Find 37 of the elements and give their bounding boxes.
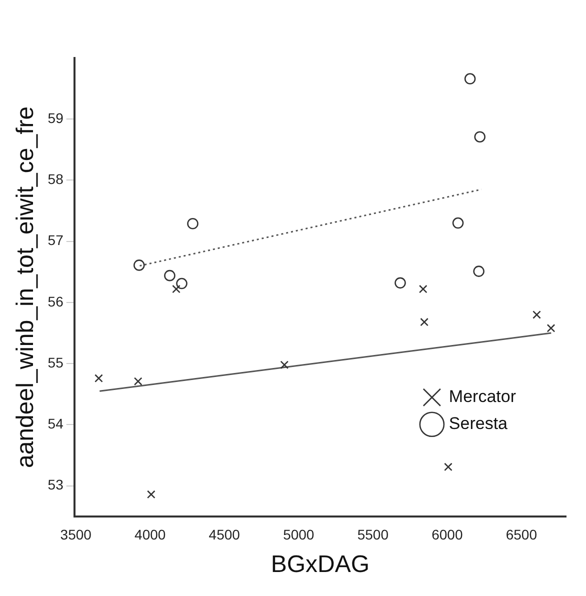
y-tick-label: 53 xyxy=(48,476,64,493)
point xyxy=(473,266,484,277)
point xyxy=(134,377,142,386)
x-tick-label: 6000 xyxy=(432,526,463,543)
point xyxy=(452,217,464,229)
point xyxy=(532,310,541,319)
x-tick-label: 5000 xyxy=(283,526,314,543)
point xyxy=(464,73,476,84)
y-tick-label: 59 xyxy=(48,110,64,126)
y-axis-title: aandeel_winb_in_tot_eiwit_ce_fre xyxy=(12,106,40,468)
point xyxy=(280,360,289,370)
y-tick-label: 57 xyxy=(48,232,64,248)
point xyxy=(546,324,556,332)
point xyxy=(444,462,452,472)
legend-label: Mercator xyxy=(448,387,516,406)
x-tick-label: 5500 xyxy=(357,526,389,543)
point xyxy=(176,278,188,290)
point xyxy=(164,270,176,282)
x-tick-label: 4500 xyxy=(208,526,240,543)
point xyxy=(94,374,103,382)
y-tick-label: 56 xyxy=(48,293,64,310)
y-tick-label: 54 xyxy=(48,416,64,432)
point xyxy=(474,131,486,142)
point xyxy=(146,490,156,499)
point xyxy=(394,277,406,289)
point xyxy=(133,260,145,271)
y-tick-label: 55 xyxy=(48,354,64,370)
point xyxy=(420,318,428,326)
x-tick-label: 3500 xyxy=(60,526,92,543)
x-axis-title: BGxDAG xyxy=(270,551,370,578)
x-tick-label: 4000 xyxy=(134,526,166,543)
y-tick-label: 58 xyxy=(48,171,64,188)
point xyxy=(172,284,180,294)
point xyxy=(187,218,198,230)
legend-label: Seresta xyxy=(448,414,508,434)
x-tick-label: 6500 xyxy=(506,526,538,543)
point xyxy=(418,284,428,294)
